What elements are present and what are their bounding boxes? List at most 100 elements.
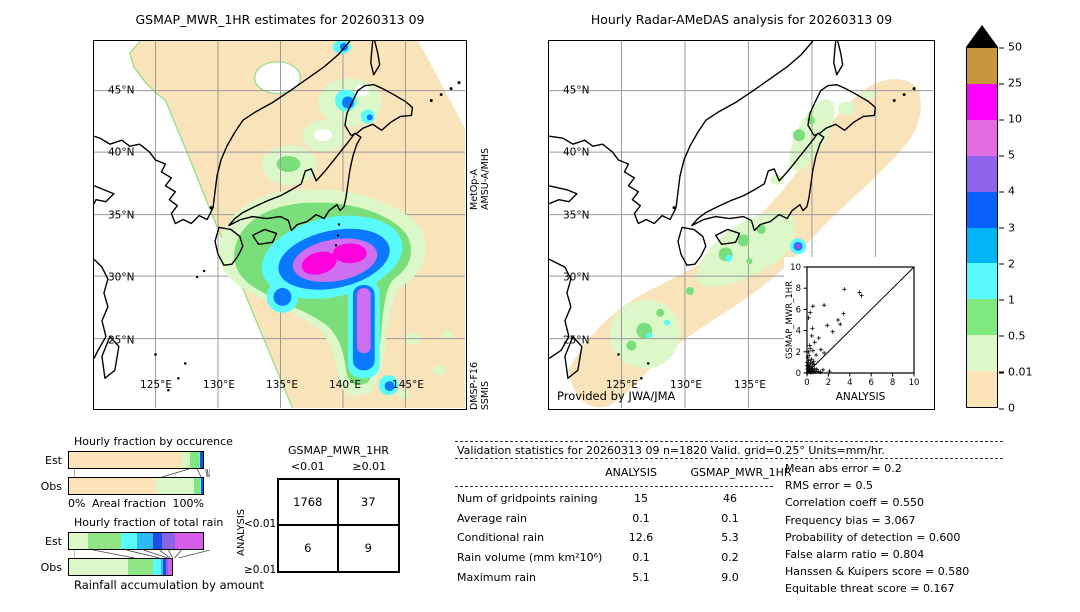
validation-score: Frequency bias = 3.067 — [785, 513, 916, 527]
validation-score: Hanssen & Kuipers score = 0.580 — [785, 565, 970, 579]
colorbar-segments — [966, 47, 998, 408]
colorbar-tick-label: 5 — [999, 149, 1015, 162]
colorbar-tick-label: 25 — [999, 77, 1022, 90]
svg-text:8: 8 — [890, 378, 895, 388]
lon-tick-label: 145°E — [392, 379, 424, 391]
small-islands — [617, 87, 916, 380]
lon-tick-label: 125°E — [606, 379, 638, 391]
validation-stats-panel: Validation statistics for 20260313 09 n=… — [455, 436, 1015, 606]
bar-segment — [156, 478, 195, 494]
colorbar-segment — [967, 371, 997, 408]
stacked-bar — [68, 451, 204, 469]
colorbar-segment — [967, 335, 997, 372]
validation-cell: Maximum rain — [457, 570, 536, 584]
colorbar-segment — [967, 155, 997, 192]
lon-tick-label: 135°E — [266, 379, 298, 391]
lat-tick-label: 30°N — [108, 271, 135, 284]
dashed-rule — [455, 486, 773, 487]
lon-tick-label: 125°E — [140, 379, 172, 391]
inset-ylabel: GSMAP_MWR_1HR — [785, 281, 795, 359]
chart-title: Hourly fraction of total rain — [74, 516, 224, 529]
colorbar-segment — [967, 299, 997, 336]
est-bar — [68, 451, 204, 469]
validation-score: RMS error = 0.5 — [785, 479, 873, 493]
validation-cell: 0.1 — [632, 551, 650, 565]
colorbar-tick-label: 0 — [999, 402, 1015, 415]
lon-tick-label: 130°E — [203, 379, 235, 391]
row-label: Obs — [40, 479, 62, 493]
validation-cell: 0.2 — [721, 551, 739, 565]
colorbar-segment — [967, 227, 997, 264]
bar-segment — [163, 559, 166, 575]
validation-cell: Average rain — [457, 511, 527, 525]
contingency-cell: 1768 — [279, 480, 339, 526]
lat-tick-label: 40°N — [563, 146, 590, 159]
bar-segment — [165, 559, 168, 575]
colorbar-segment — [967, 263, 997, 300]
right-map-title: Hourly Radar-AMeDAS analysis for 2026031… — [590, 12, 893, 27]
svg-text:6: 6 — [868, 378, 873, 388]
left-map-sensor-label-top: MetOp-A AMSU-A/MHS — [469, 98, 491, 210]
validation-header: Validation statistics for 20260313 09 n=… — [457, 444, 885, 457]
validation-cell: 9.0 — [721, 570, 739, 584]
colorbar-tick-label: 0.5 — [999, 329, 1026, 342]
inset-xticks: 0 2 4 6 8 10 — [804, 373, 919, 388]
sensor-name-label: DMSP-F16 — [469, 361, 480, 410]
validation-score: Mean abs error = 0.2 — [785, 462, 902, 475]
bar-segment — [174, 533, 203, 549]
stacked-bar — [68, 477, 204, 495]
svg-text:8: 8 — [796, 284, 801, 294]
svg-text:4: 4 — [847, 378, 852, 388]
svg-text:10: 10 — [790, 263, 801, 273]
lon-tick-label: 135°E — [734, 379, 766, 391]
bar-segment — [153, 559, 162, 575]
bar-segment — [120, 533, 138, 549]
colorbar-ticks: 50 25 10 5 4 3 2 1 0.5 0.01 0 — [999, 41, 1043, 415]
instrument-name-label: AMSU-A/MHS — [480, 148, 491, 210]
colorbar-tick-label: 50 — [999, 41, 1022, 54]
contingency-row-label: ≥0.01 — [244, 564, 277, 576]
obs-bar — [68, 477, 204, 495]
left-map-canvas: 45°N 40°N 35°N 30°N 25°N 125°E 130°E 135°E 140°E… — [93, 40, 467, 410]
colorbar-overflow-arrow — [966, 25, 998, 47]
contingency-row-label: <0.01 — [244, 518, 277, 530]
rainrate-colorbar: 50 25 10 5 4 3 2 1 0.5 0.01 0 — [966, 25, 1033, 415]
lat-tick-label: 35°N — [563, 209, 590, 222]
colorbar-tick-label: 1 — [999, 293, 1015, 306]
chart-title: Hourly fraction by occurence — [74, 435, 233, 448]
validation-row: Maximum rain 5.1 9.0 — [455, 571, 790, 587]
validation-score: Probability of detection = 0.600 — [785, 530, 961, 544]
sensor-name-label: MetOp-A — [469, 169, 480, 210]
contingency-grid: 1768 37 6 9 — [277, 478, 400, 573]
validation-cell: 0.1 — [721, 511, 739, 525]
contingency-table: GSMAP_MWR_1HR <0.01 ≥0.01 ANALYSIS <0.01… — [236, 440, 411, 585]
bar-segment — [69, 559, 129, 575]
bar-segment — [200, 478, 202, 494]
validation-score: Correlation coeff = 0.550 — [785, 496, 924, 510]
colorbar-segment — [967, 191, 997, 228]
svg-text:4: 4 — [796, 327, 801, 337]
lat-tick-label: 25°N — [108, 334, 135, 347]
colorbar-tick-label: 2 — [999, 257, 1015, 270]
contingency-cell: 6 — [279, 525, 339, 571]
occurrence-fraction-chart: Hourly fraction by occurence Est Obs 0% … — [28, 435, 258, 510]
bar-segment — [182, 452, 191, 468]
validation-cell: 0.1 — [632, 511, 650, 525]
bar-segment — [198, 452, 201, 468]
colorbar-segment — [967, 48, 997, 84]
row-label: Est — [45, 534, 62, 548]
totalrain-fraction-chart: Hourly fraction of total rain Est Obs Ra… — [28, 516, 264, 592]
lon-tick-label: 130°E — [670, 379, 702, 391]
left-map-sensor-label-bottom: DMSP-F16 SSMIS — [469, 336, 491, 410]
scatter-inset: 0 2 4 6 8 10 0 2 4 6 8 10 ANALYSIS GSMAP_MWR_1HR — [784, 257, 934, 409]
validation-cell: Rain volume (mm km²10⁶) — [457, 551, 603, 565]
validation-row: Average rain 0.1 0.1 — [455, 512, 790, 528]
left-map-title: GSMAP_MWR_1HR estimates for 20260313 09 — [135, 12, 425, 27]
colorbar-tick-label: 0.01 — [999, 365, 1033, 378]
validation-cell: 12.6 — [628, 531, 654, 545]
lat-tick-label: 30°N — [563, 271, 590, 284]
stats-column-header: ANALYSIS — [605, 466, 657, 479]
chart-caption: Rainfall accumulation by amount — [74, 578, 264, 592]
lat-tick-label: 45°N — [563, 84, 590, 97]
